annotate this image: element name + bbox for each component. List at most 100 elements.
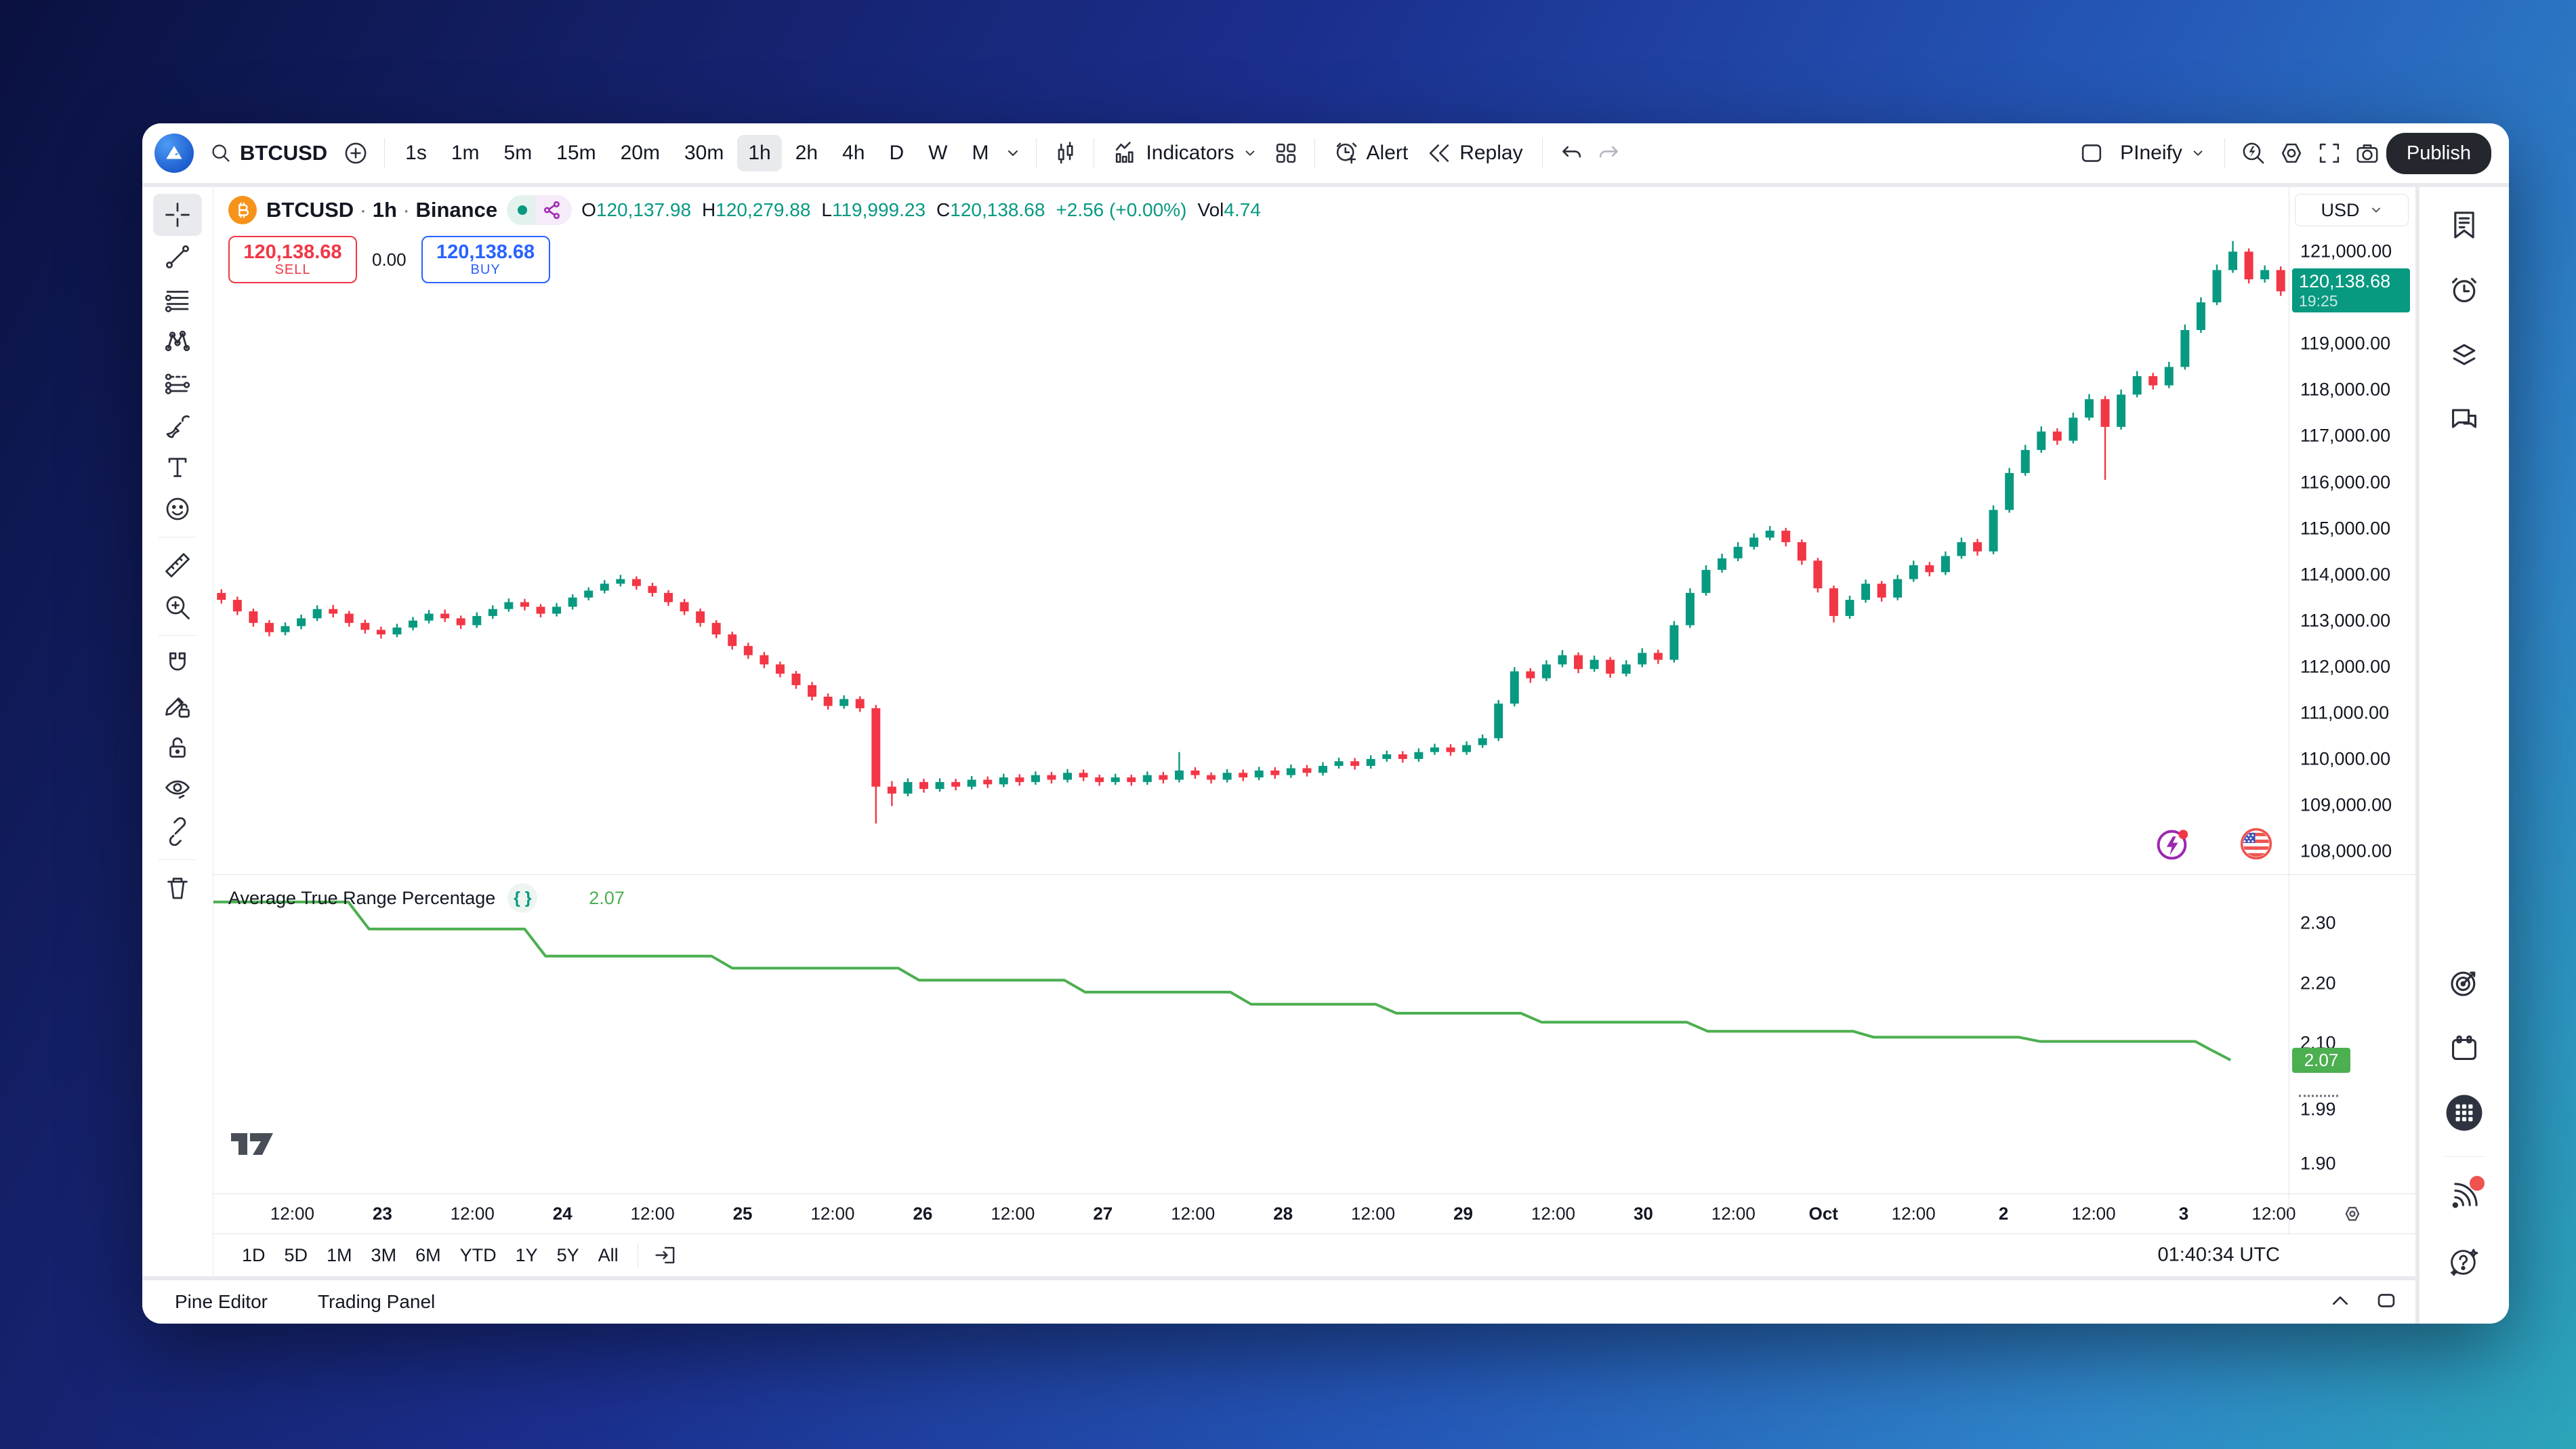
settings-gear-icon[interactable] bbox=[2272, 134, 2310, 172]
share-icon[interactable] bbox=[535, 195, 573, 225]
bar-countdown: 19:25 bbox=[2299, 291, 2338, 310]
symbol-title[interactable]: BTCUSD · 1h · Binance bbox=[266, 198, 498, 222]
indicators-button[interactable]: Indicators bbox=[1104, 134, 1266, 172]
candlestick-style-icon[interactable] bbox=[1046, 134, 1084, 172]
time-axis[interactable]: 12:00 23 12:00 24 12:00 25 12:00 26 12:00 27 12:00… bbox=[213, 1193, 2415, 1233]
text-tool-icon[interactable] bbox=[153, 446, 202, 488]
add-plus-icon[interactable] bbox=[337, 134, 375, 172]
symbol-name: BTCUSD bbox=[240, 141, 328, 165]
layout-grid-icon[interactable] bbox=[1267, 134, 1305, 172]
ohlc-values: O120,137.98 H120,279.88 L119,999.23 C120… bbox=[581, 199, 1261, 220]
range-button-6m[interactable]: 6M bbox=[406, 1240, 451, 1271]
price-axis-label: 117,000.00 bbox=[2300, 425, 2391, 446]
timeframe-button-2h[interactable]: 2h bbox=[785, 135, 829, 171]
utc-clock[interactable]: 01:40:34 UTC bbox=[2157, 1244, 2280, 1266]
notification-dot bbox=[2470, 1176, 2485, 1191]
axis-settings-gear-icon[interactable] bbox=[2289, 1194, 2415, 1233]
timeframe-button-5m[interactable]: 5m bbox=[493, 135, 543, 171]
replay-button[interactable]: Replay bbox=[1417, 134, 1532, 172]
range-button-3m[interactable]: 3M bbox=[362, 1240, 407, 1271]
chevron-down-icon[interactable] bbox=[999, 134, 1026, 172]
indicator-title[interactable]: Average True Range Percentage bbox=[228, 887, 496, 908]
buy-button[interactable]: 120,138.68 BUY bbox=[421, 236, 550, 283]
tradingview-logo-icon[interactable] bbox=[231, 1128, 274, 1161]
time-axis-label: 12:00 bbox=[630, 1203, 675, 1224]
range-button-5y[interactable]: 5Y bbox=[547, 1240, 589, 1271]
object-tree-layers-icon[interactable] bbox=[2443, 333, 2486, 377]
target-scope-icon[interactable] bbox=[2443, 961, 2486, 1004]
trend-line-tool-icon[interactable] bbox=[153, 236, 202, 278]
publish-button[interactable]: Publish bbox=[2386, 132, 2491, 174]
range-button-ytd[interactable]: YTD bbox=[451, 1240, 506, 1271]
timeframe-button-1s[interactable]: 1s bbox=[394, 135, 438, 171]
boost-lightning-icon[interactable] bbox=[2155, 826, 2190, 865]
range-button-all[interactable]: All bbox=[589, 1240, 628, 1271]
candlestick-chart[interactable] bbox=[213, 187, 2289, 874]
market-open-dot-icon bbox=[518, 205, 528, 215]
measure-ruler-tool-icon[interactable] bbox=[153, 544, 202, 586]
crosshair-tool-icon[interactable] bbox=[153, 194, 202, 236]
alerts-clock-icon[interactable] bbox=[2443, 268, 2486, 312]
timeframe-button-M[interactable]: M bbox=[961, 135, 999, 171]
xabcd-pattern-tool-icon[interactable] bbox=[153, 320, 202, 362]
timeframe-button-1m[interactable]: 1m bbox=[440, 135, 491, 171]
lock-all-drawings-icon[interactable] bbox=[153, 727, 202, 769]
tab-pine-editor[interactable]: Pine Editor bbox=[173, 1287, 269, 1317]
go-to-date-icon[interactable] bbox=[648, 1240, 683, 1271]
symbol-search-button[interactable]: BTCUSD bbox=[201, 134, 337, 172]
source-code-icon[interactable]: { } bbox=[507, 883, 538, 913]
save-layout-icon[interactable] bbox=[2073, 134, 2111, 172]
undo-icon[interactable] bbox=[1552, 134, 1590, 172]
range-button-1m[interactable]: 1M bbox=[317, 1240, 362, 1271]
market-status-pill[interactable] bbox=[507, 195, 573, 225]
zoom-in-tool-icon[interactable] bbox=[153, 586, 202, 628]
tab-trading-panel[interactable]: Trading Panel bbox=[316, 1287, 436, 1317]
currency-dropdown[interactable]: USD bbox=[2295, 194, 2409, 226]
atr-indicator-pane[interactable]: Average True Range Percentage { } 2.07 2… bbox=[213, 874, 2415, 1193]
price-axis[interactable]: USD 121,000.00 119,000.00 118,000.00 117,00… bbox=[2289, 187, 2415, 874]
time-axis-label: 12:00 bbox=[1351, 1203, 1396, 1224]
fullscreen-icon[interactable] bbox=[2310, 134, 2348, 172]
apps-grid-icon[interactable] bbox=[2443, 1091, 2486, 1135]
timeframe-button-1h[interactable]: 1h bbox=[737, 135, 782, 171]
watchlist-icon[interactable] bbox=[2443, 203, 2486, 247]
timeframe-button-15m[interactable]: 15m bbox=[545, 135, 606, 171]
quick-search-icon[interactable] bbox=[2235, 134, 2272, 172]
fib-retracement-tool-icon[interactable] bbox=[153, 278, 202, 320]
redo-icon[interactable] bbox=[1590, 134, 1628, 172]
projection-tool-icon[interactable] bbox=[153, 362, 202, 404]
collapse-panel-chevron-icon[interactable] bbox=[2329, 1289, 2352, 1315]
timeframe-button-20m[interactable]: 20m bbox=[610, 135, 671, 171]
chat-icon[interactable] bbox=[2443, 399, 2486, 442]
maximize-panel-icon[interactable] bbox=[2375, 1289, 2398, 1315]
brush-tool-icon[interactable] bbox=[153, 404, 202, 446]
alert-button[interactable]: Alert bbox=[1325, 134, 1418, 172]
camera-snapshot-icon[interactable] bbox=[2348, 134, 2386, 172]
app-logo-icon[interactable] bbox=[154, 134, 194, 173]
range-button-1d[interactable]: 1D bbox=[232, 1240, 275, 1271]
layout-name-button[interactable]: PIneify bbox=[2111, 134, 2215, 172]
calendar-icon[interactable] bbox=[2443, 1026, 2486, 1069]
atr-line-chart[interactable] bbox=[213, 875, 2289, 1193]
price-axis-label: 114,000.00 bbox=[2300, 564, 2391, 585]
broadcast-signal-icon[interactable] bbox=[2443, 1175, 2486, 1218]
remove-drawings-trash-icon[interactable] bbox=[153, 867, 202, 909]
indicator-axis[interactable]: 2.30 2.20 2.10 1.99 1.90 2.07 bbox=[2289, 875, 2415, 1193]
sell-button[interactable]: 120,138.68 SELL bbox=[228, 236, 357, 283]
range-button-5d[interactable]: 5D bbox=[275, 1240, 318, 1271]
timeframe-button-4h[interactable]: 4h bbox=[831, 135, 875, 171]
help-sparkle-icon[interactable] bbox=[2443, 1240, 2486, 1283]
range-button-1y[interactable]: 1Y bbox=[506, 1240, 547, 1271]
hide-drawings-eye-icon[interactable] bbox=[153, 769, 202, 811]
indicator-value: 2.07 bbox=[589, 887, 625, 908]
us-economic-event-flag-icon[interactable] bbox=[2239, 827, 2273, 864]
chart-panel: BTCUSD · 1h · Binance bbox=[213, 187, 2415, 1276]
timeframe-button-30m[interactable]: 30m bbox=[673, 135, 734, 171]
link-drawings-icon[interactable] bbox=[153, 811, 202, 853]
main-chart-pane[interactable]: BTCUSD · 1h · Binance bbox=[213, 187, 2415, 874]
timeframe-button-D[interactable]: D bbox=[878, 135, 915, 171]
magnet-tool-icon[interactable] bbox=[153, 642, 202, 685]
timeframe-button-W[interactable]: W bbox=[917, 135, 958, 171]
drawing-mode-lock-icon[interactable] bbox=[153, 685, 202, 727]
emoji-tool-icon[interactable] bbox=[153, 488, 202, 530]
